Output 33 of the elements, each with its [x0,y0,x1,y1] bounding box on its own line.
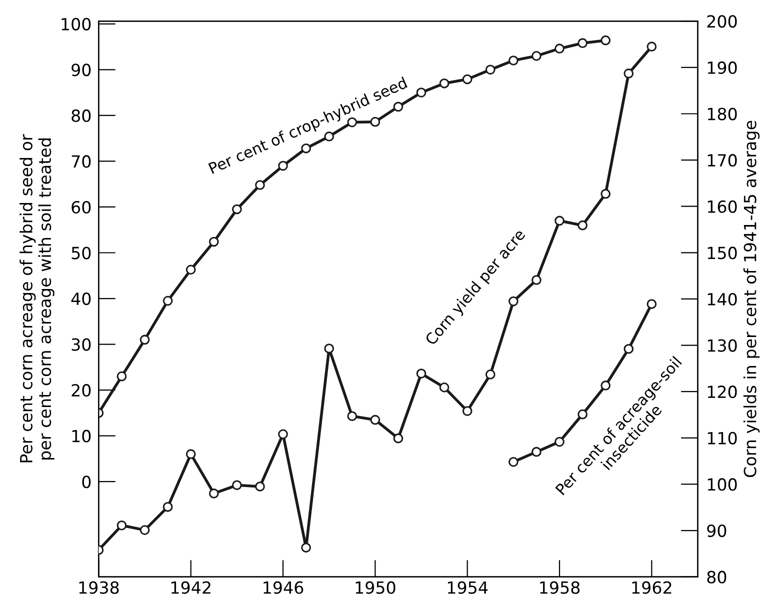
y2-tick-label: 160 [708,200,737,213]
y2-tick-label: 130 [708,339,737,352]
y2-tick-label: 140 [708,292,737,306]
y-tick-label: 10 [72,430,91,442]
y-tick-label: 20 [72,384,91,397]
y-tick-label: 40 [71,292,91,306]
y-tick-label: 90 [72,64,91,76]
y2-tick-label: 150 [708,246,737,260]
y2-tick-label: 180 [708,108,737,120]
y-tick-label: 80 [72,109,91,122]
y-tick-label: 50 [72,246,91,260]
y-tick-label: 70 [72,155,91,168]
x-tick-label: 1942 [171,581,210,594]
y2-axis-title: Corn yields in per cent of 1941-45 average [743,120,760,478]
y-axis-title: Per cent corn acreage of hybrid seed or per cent corn acreage with soil treated [20,134,54,462]
y2-tick-label: 80 [707,570,726,584]
y2-tick-label: 200 [707,15,737,28]
y-tick-label: 100 [62,18,91,30]
x-tick-label: 1946 [264,581,304,594]
y-tick-label: 30 [72,338,91,351]
x-tick-label: 1962 [632,581,672,594]
y2-tick-label: 170 [708,154,737,167]
y2-tick-label: 190 [708,61,737,74]
y2-tick-label: 100 [708,478,737,491]
y2-tick-label: 110 [708,432,737,444]
y2-tick-label: 120 [708,386,737,398]
x-tick-label: 1938 [79,581,119,594]
y-tick-label: 0 [82,476,91,488]
x-tick-label: 1958 [540,581,580,594]
x-tick-label: 1954 [448,581,488,594]
y2-tick-label: 90 [707,524,726,538]
y-tick-label: 60 [72,200,91,214]
x-tick-label: 1950 [356,581,396,594]
